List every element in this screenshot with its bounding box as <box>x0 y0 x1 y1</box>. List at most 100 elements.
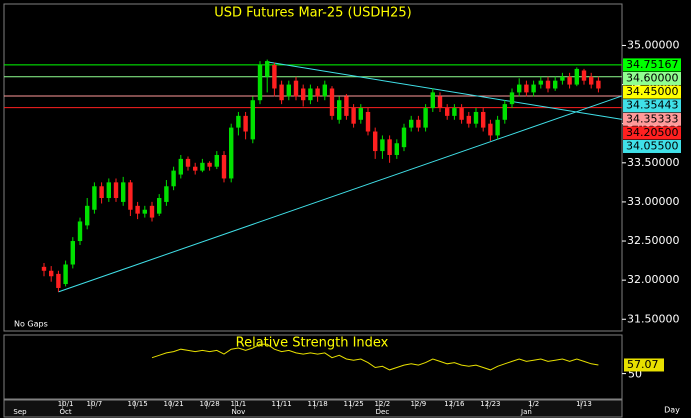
x-tick-label: 1/2 <box>528 400 539 408</box>
candle-body <box>70 241 75 265</box>
value-tag-label: 34.05500 <box>626 139 679 152</box>
month-label: Dec <box>376 408 390 416</box>
candle-body <box>113 182 119 199</box>
x-tick-label: 11/1 <box>231 400 247 408</box>
candle-body <box>459 108 464 120</box>
y-tick-label: 32.50000 <box>627 234 680 247</box>
candle-body <box>358 108 363 120</box>
note: No Gaps <box>14 320 48 329</box>
candle-body <box>423 108 428 128</box>
candle-body <box>56 273 61 288</box>
value-tag-label: 34.35443 <box>626 99 679 112</box>
x-tick-label: 12/23 <box>480 400 500 408</box>
candle-body <box>589 76 594 85</box>
value-tag <box>623 71 681 85</box>
candle-body <box>351 108 356 124</box>
x-tick-label: 11/11 <box>272 400 292 408</box>
x-tick-label: 12/9 <box>411 400 427 408</box>
candle-body <box>387 139 392 155</box>
candle-body <box>221 154 227 179</box>
candle-body <box>164 186 169 202</box>
candle-body <box>308 88 313 101</box>
rsi-title: Relative Strength Index <box>236 336 389 351</box>
candle-body <box>243 115 248 132</box>
x-unit: Day <box>664 406 680 415</box>
candle-body <box>365 111 371 132</box>
candle-body <box>473 111 479 124</box>
candle-body <box>229 127 234 179</box>
candle-body <box>502 104 507 120</box>
candle-body <box>77 221 83 242</box>
candle-body <box>207 162 212 167</box>
price-panel <box>3 3 623 332</box>
candle-body <box>178 158 183 175</box>
candle-body <box>517 84 522 93</box>
x-tick-label: 10/21 <box>164 400 184 408</box>
chart-title: USD Futures Mar-25 (USDH25) <box>214 6 412 21</box>
candle-body <box>430 92 435 109</box>
candle-body <box>394 143 399 155</box>
value-tag <box>623 58 681 72</box>
candle-body <box>452 108 457 116</box>
candle-body <box>236 115 241 128</box>
candle-body <box>257 65 263 101</box>
value-tag-label: 34.35333 <box>626 112 679 125</box>
candle-body <box>63 264 68 285</box>
x-tick-label: 1/13 <box>576 400 592 408</box>
candle-body <box>293 80 299 97</box>
candle-body <box>553 80 558 89</box>
candle-body <box>337 100 342 120</box>
value-tag-label: 34.75167 <box>626 58 679 71</box>
month-label: Nov <box>232 408 246 416</box>
candle-body <box>171 170 176 187</box>
value-tag <box>623 99 681 113</box>
y-tick-label: 31.50000 <box>627 312 680 325</box>
candle-body <box>272 65 277 89</box>
rsi-last-label: 57.07 <box>627 358 659 371</box>
candle-body <box>524 84 529 93</box>
candle-body <box>200 162 205 171</box>
date-axis <box>3 399 623 418</box>
x-tick-label: 10/7 <box>87 400 103 408</box>
month-label: Jan <box>520 408 532 416</box>
value-tag-label: 34.60000 <box>626 71 679 84</box>
candle-body <box>214 154 219 167</box>
candle-body <box>149 205 155 218</box>
value-tag <box>623 139 681 153</box>
value-tag-label: 34.20500 <box>626 126 679 139</box>
candle-body <box>380 139 385 152</box>
candle-body <box>322 84 327 97</box>
candle-body <box>596 80 601 89</box>
x-tick-label: 10/15 <box>128 400 148 408</box>
x-tick-label: 10/28 <box>200 400 220 408</box>
y-tick-label: 33.50000 <box>627 156 680 169</box>
candle-body <box>567 76 572 85</box>
candle-body <box>128 182 133 210</box>
candle-body <box>157 198 162 214</box>
candle-body <box>344 96 349 116</box>
candle-body <box>301 88 306 101</box>
candle-body <box>445 108 450 116</box>
candle-body <box>135 205 140 214</box>
y-tick-label: 33.00000 <box>627 195 680 208</box>
candle-body <box>193 166 198 171</box>
candle-body <box>279 84 284 101</box>
value-tag <box>623 126 681 140</box>
candle-body <box>437 96 443 109</box>
candle-body <box>409 119 414 128</box>
candle-body <box>488 123 493 136</box>
candle-body <box>121 182 126 202</box>
candle-body <box>329 88 335 116</box>
x-tick-label: 11/25 <box>344 400 364 408</box>
candle-body <box>99 186 104 199</box>
candle-body <box>509 92 515 105</box>
candle-body <box>265 61 270 77</box>
y-tick-label: 32.00000 <box>627 273 680 286</box>
month-label: Sep <box>13 408 27 416</box>
x-tick-label: 11/18 <box>308 400 328 408</box>
candle-body <box>315 88 320 97</box>
candle-body <box>531 84 536 93</box>
candle-body <box>481 111 486 128</box>
trendline <box>58 95 623 293</box>
